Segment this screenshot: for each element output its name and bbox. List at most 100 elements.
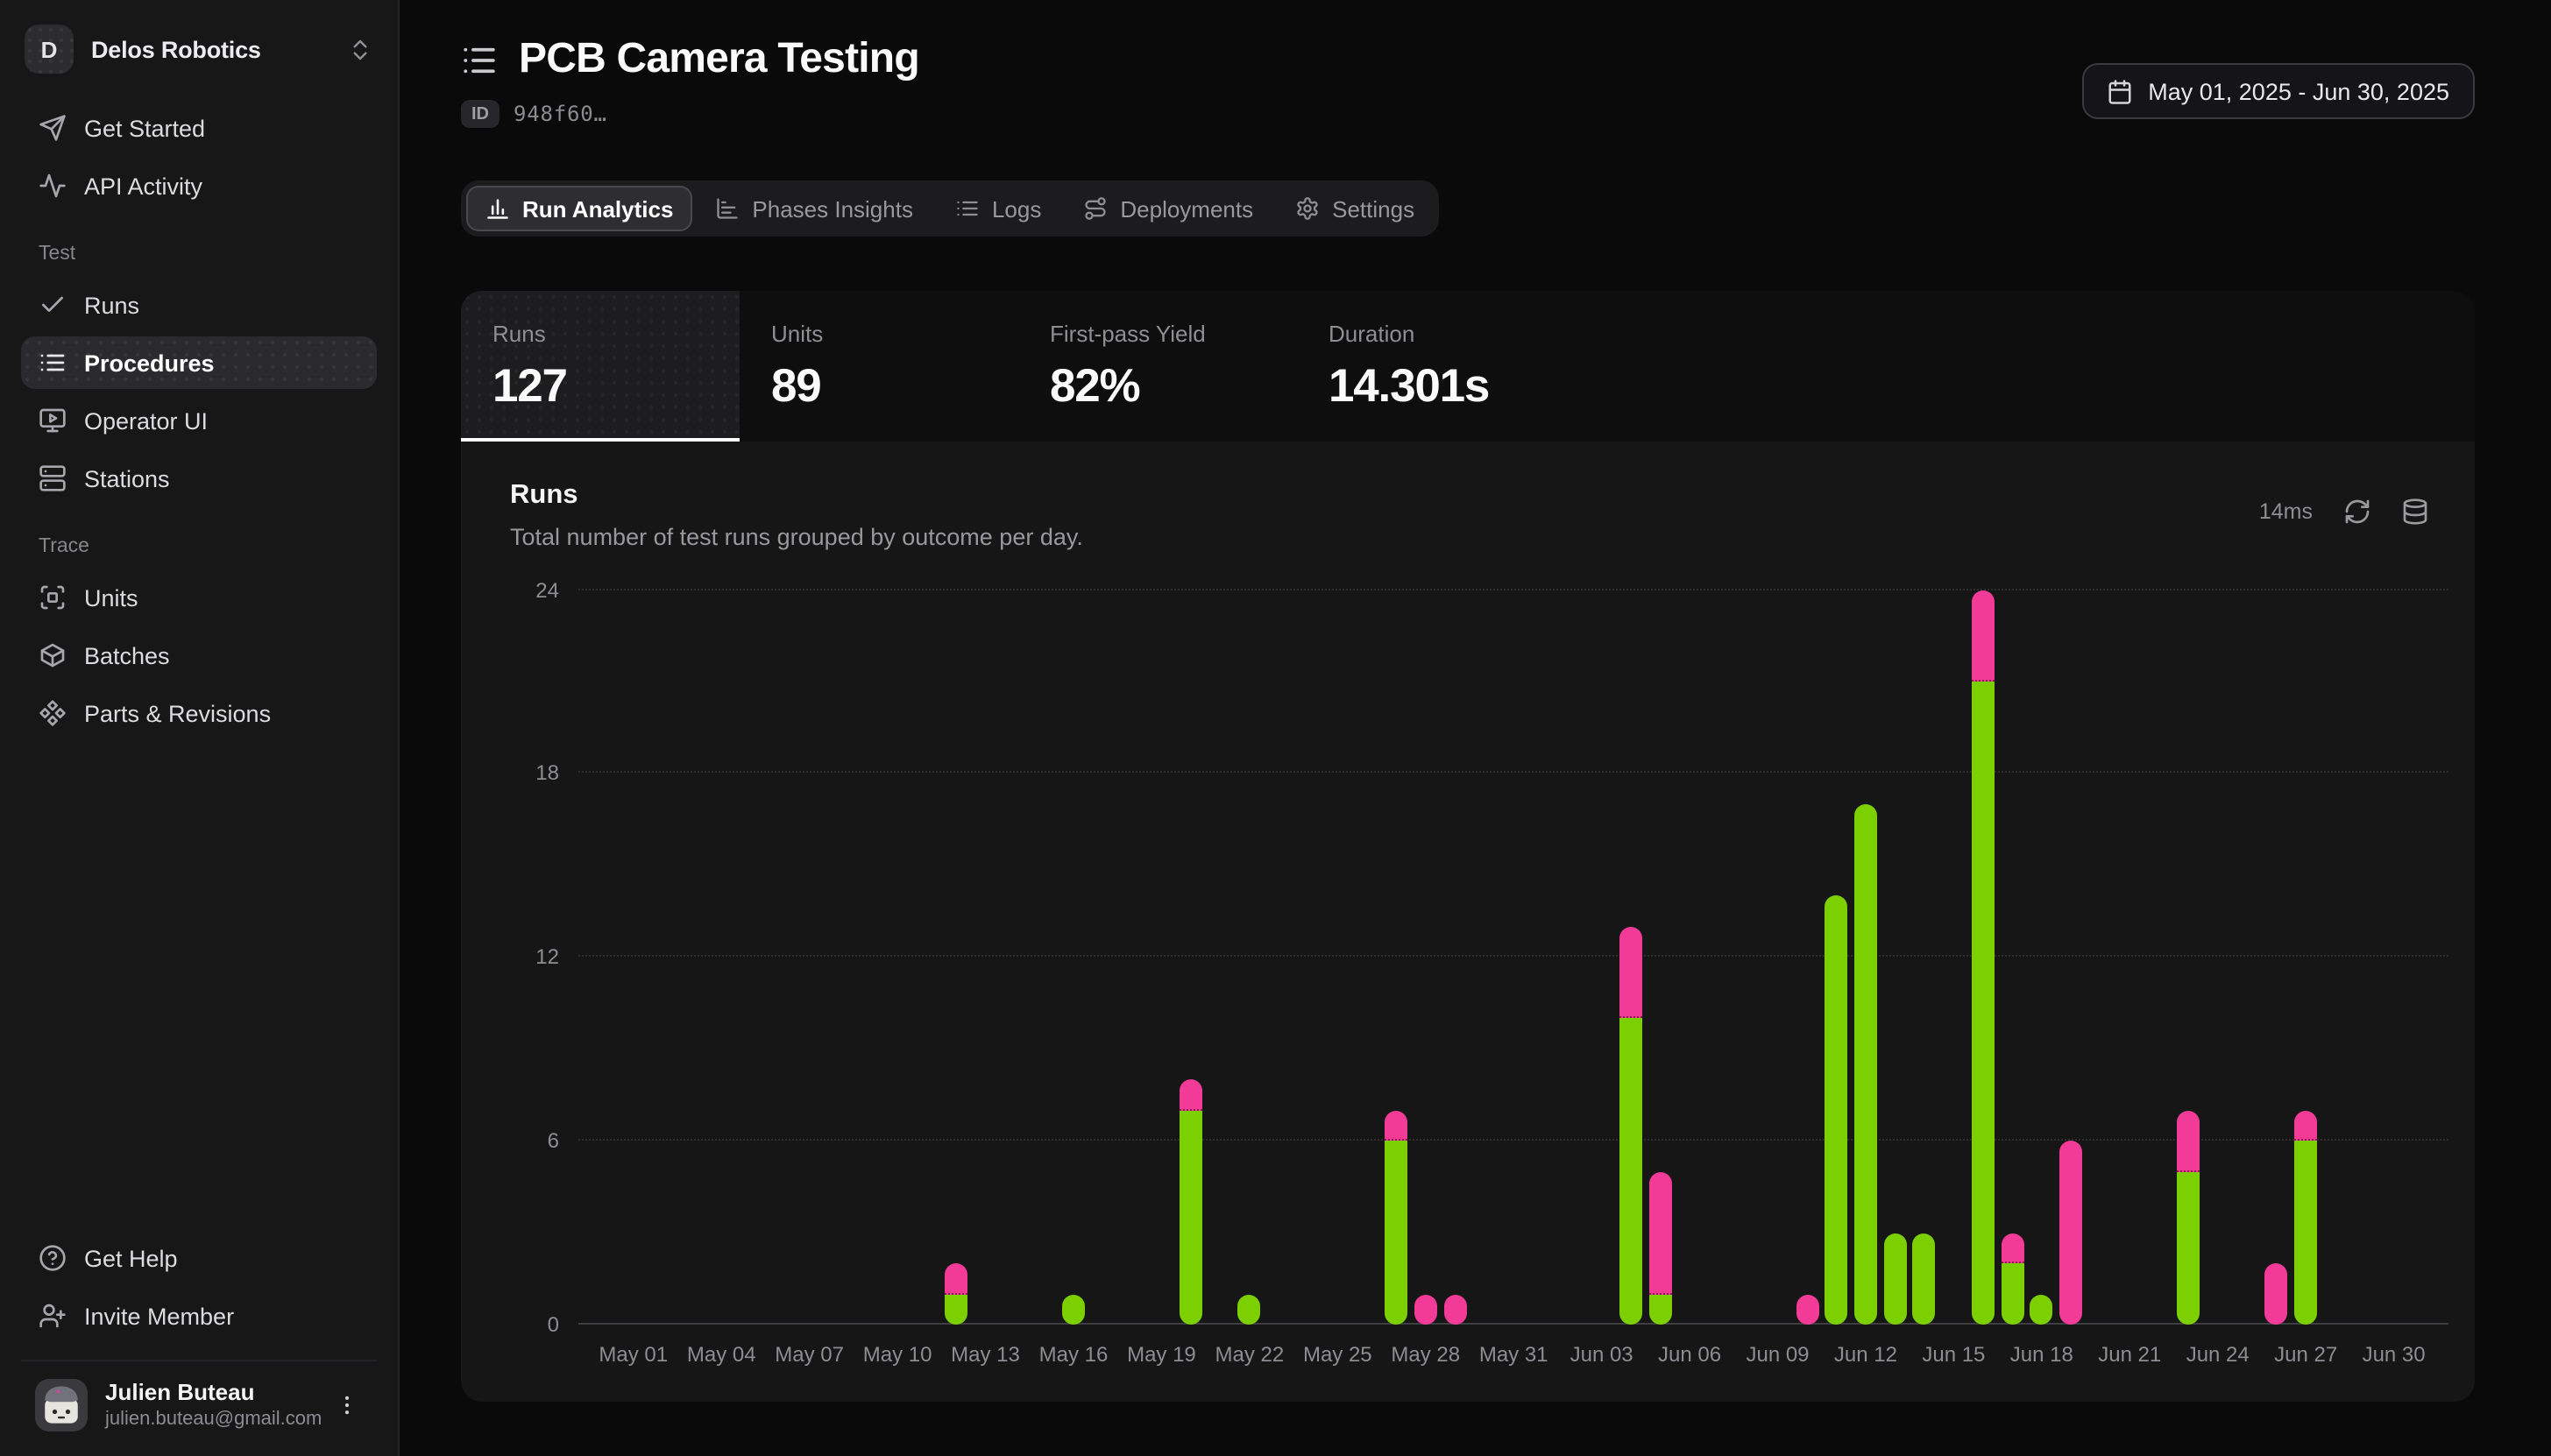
sidebar-item-api-activity[interactable]: API Activity: [21, 159, 377, 212]
bar-jun-10[interactable]: [1796, 1294, 1818, 1325]
bar-may-20[interactable]: [1179, 1079, 1202, 1325]
y-axis-tick: 0: [547, 1312, 559, 1337]
tab-deployments[interactable]: Deployments: [1064, 186, 1272, 231]
sidebar-item-label: Invite Member: [84, 1303, 235, 1329]
x-axis-tick: May 13: [951, 1342, 1020, 1367]
bar-jun-23[interactable]: [2177, 1110, 2200, 1325]
bar-pass-segment: [1883, 1233, 1907, 1325]
bar-pass-segment: [1385, 1141, 1408, 1325]
bar-jun-19[interactable]: [2059, 1141, 2083, 1325]
bar-may-27[interactable]: [1385, 1110, 1408, 1325]
stat-runs[interactable]: Runs 127: [461, 291, 740, 442]
sidebar-item-units[interactable]: Units: [21, 571, 377, 624]
stat-first-pass-yield[interactable]: First-pass Yield 82%: [1018, 291, 1297, 442]
bar-may-29[interactable]: [1443, 1294, 1467, 1325]
tab-label: Phases Insights: [752, 195, 913, 222]
date-range-picker[interactable]: May 01, 2025 - Jun 30, 2025: [2081, 63, 2474, 119]
sidebar-item-runs[interactable]: Runs: [21, 279, 377, 331]
bar-fail-segment: [2294, 1110, 2318, 1141]
stat-label: Units: [771, 321, 824, 347]
stat-value: 82%: [1050, 359, 1141, 412]
user-email: julien.buteau@gmail.com: [105, 1409, 322, 1430]
bar-fail-segment: [1414, 1294, 1437, 1325]
sidebar-item-procedures[interactable]: Procedures: [21, 336, 377, 389]
bar-jun-27[interactable]: [2294, 1110, 2318, 1325]
sidebar-section-test: Test: [39, 244, 76, 265]
bar-jun-12[interactable]: [1853, 803, 1877, 1325]
workspace-avatar: D: [25, 25, 74, 74]
bar-pass-segment: [1825, 895, 1848, 1325]
workspace-switcher[interactable]: D Delos Robotics: [0, 0, 398, 88]
y-axis-tick: 12: [535, 944, 559, 970]
sidebar-item-label: Stations: [84, 465, 170, 491]
tab-bar: Run Analytics Phases Insights Logs Deplo…: [461, 180, 1440, 237]
bar-pass-segment: [1062, 1294, 1085, 1325]
bar-fail-segment: [1443, 1294, 1467, 1325]
sidebar-item-batches[interactable]: Batches: [21, 629, 377, 682]
bar-pass-segment: [1179, 1110, 1202, 1325]
sidebar-footer: Get Help Invite Member: [0, 1232, 398, 1456]
user-avatar: [35, 1379, 88, 1431]
user-menu[interactable]: Julien Buteau julien.buteau@gmail.com: [21, 1360, 377, 1442]
sidebar-item-get-help[interactable]: Get Help: [21, 1232, 377, 1284]
bar-may-12[interactable]: [945, 1263, 968, 1325]
kebab-menu-icon[interactable]: [331, 1389, 363, 1421]
x-axis-tick: Jun 18: [2009, 1342, 2073, 1367]
tab-settings[interactable]: Settings: [1276, 186, 1434, 231]
stat-units[interactable]: Units 89: [740, 291, 1018, 442]
bar-pass-segment: [2294, 1141, 2318, 1325]
gridline-y-24: [578, 588, 2448, 590]
tab-logs[interactable]: Logs: [936, 186, 1060, 231]
sidebar-item-label: Batches: [84, 642, 170, 668]
bar-fail-segment: [945, 1263, 968, 1295]
gridline-y-6: [578, 1139, 2448, 1141]
x-axis-tick: Jun 21: [2098, 1342, 2162, 1367]
gridline-y-12: [578, 955, 2448, 958]
tab-run-analytics[interactable]: Run Analytics: [466, 186, 693, 231]
runs-chart-plot: 0 6 12 18 24 May 01 May 04 May 07 May 10 May 13 Ma…: [535, 579, 2448, 1367]
bar-may-16[interactable]: [1062, 1294, 1085, 1325]
y-axis-tick: 24: [535, 577, 559, 602]
x-axis-tick: May 10: [862, 1342, 932, 1367]
stat-value: 127: [492, 359, 568, 412]
bar-may-22[interactable]: [1237, 1294, 1261, 1325]
bar-jun-17[interactable]: [2001, 1233, 2024, 1325]
server-icon: [39, 464, 67, 492]
bar-jun-26[interactable]: [2264, 1263, 2288, 1325]
sidebar-item-label: Get Help: [84, 1245, 178, 1271]
sidebar-item-invite-member[interactable]: Invite Member: [21, 1290, 377, 1342]
refresh-icon[interactable]: [2342, 498, 2370, 526]
sidebar-item-get-started[interactable]: Get Started: [21, 102, 377, 154]
sidebar-item-operator-ui[interactable]: Operator UI: [21, 394, 377, 447]
stat-duration[interactable]: Duration 14.301s: [1297, 291, 1576, 442]
x-axis-tick: Jun 27: [2274, 1342, 2338, 1367]
database-icon[interactable]: [2400, 498, 2428, 526]
bar-jun-13[interactable]: [1883, 1233, 1907, 1325]
sidebar-item-label: Procedures: [84, 350, 215, 376]
stats-row: Runs 127 Units 89 First-pass Yield 82% D…: [461, 291, 2474, 442]
bar-jun-18[interactable]: [2030, 1294, 2053, 1325]
bar-jun-05[interactable]: [1648, 1171, 1672, 1325]
bar-jun-11[interactable]: [1825, 895, 1848, 1325]
rows-list-icon: [955, 196, 980, 221]
bar-fail-segment: [1385, 1110, 1408, 1141]
sidebar-item-label: Parts & Revisions: [84, 700, 272, 726]
tab-phases-insights[interactable]: Phases Insights: [696, 186, 932, 231]
sidebar-item-parts-revisions[interactable]: Parts & Revisions: [21, 687, 377, 739]
calendar-icon: [2106, 78, 2132, 104]
bar-fail-segment: [1971, 590, 1995, 682]
bar-pass-segment: [1853, 803, 1877, 1325]
bar-jun-14[interactable]: [1912, 1233, 1936, 1325]
x-axis-tick: Jun 15: [1922, 1342, 1986, 1367]
sidebar-item-stations[interactable]: Stations: [21, 452, 377, 505]
bar-fail-segment: [1179, 1079, 1202, 1111]
bar-jun-16[interactable]: [1971, 590, 1995, 1325]
component-icon: [39, 699, 67, 727]
stat-label: Runs: [492, 321, 546, 347]
x-axis-tick: Jun 06: [1658, 1342, 1722, 1367]
bar-fail-segment: [2001, 1233, 2024, 1264]
procedure-id-value[interactable]: 948f60…: [514, 102, 607, 126]
bar-pass-segment: [1912, 1233, 1936, 1325]
bar-jun-04[interactable]: [1619, 926, 1643, 1325]
bar-may-28[interactable]: [1414, 1294, 1437, 1325]
